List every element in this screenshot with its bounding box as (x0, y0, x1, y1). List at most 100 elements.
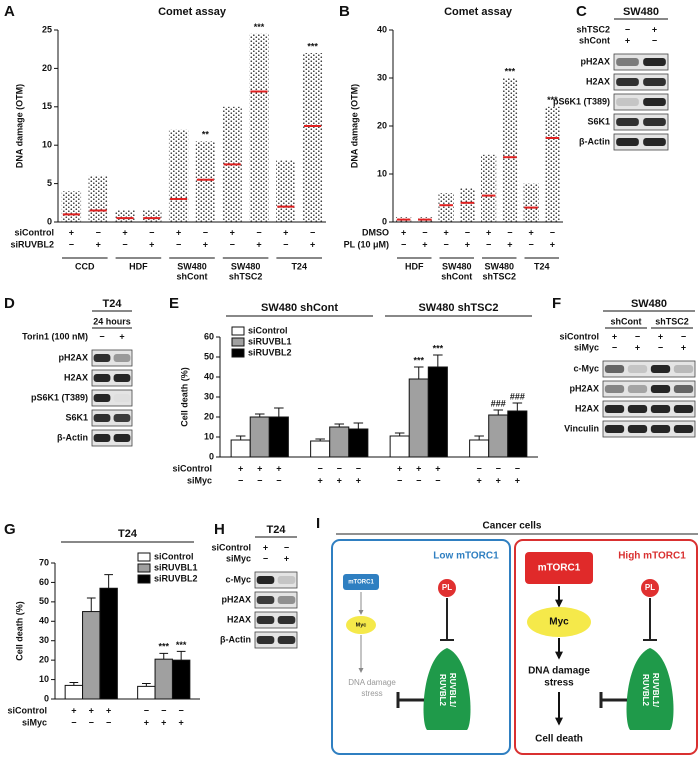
y-tick-label: 0 (47, 216, 52, 226)
band (277, 596, 296, 604)
condition-sign: − (230, 239, 235, 249)
y-tick-label: 5 (47, 178, 52, 188)
band (93, 434, 111, 442)
myc-node (527, 607, 591, 637)
condition-sign: − (486, 239, 491, 249)
box-title: High mTORC1 (618, 551, 686, 562)
condition-sign: + (443, 227, 448, 237)
bar (249, 416, 270, 458)
band (277, 576, 296, 584)
condition-sign: + (397, 463, 402, 473)
condition-sign: − (71, 717, 76, 727)
condition-sign: + (276, 463, 281, 473)
condition-sign: − (443, 239, 448, 249)
node-label: Myc (549, 617, 569, 628)
band (627, 385, 648, 393)
high-box (514, 539, 698, 755)
condition-sign: + (435, 463, 440, 473)
error-bar (315, 438, 325, 441)
bar (99, 587, 118, 700)
low-box (331, 539, 511, 755)
group-label: shCont (177, 271, 208, 281)
band-label: c-Myc (225, 574, 251, 584)
group-label: SW480 (442, 261, 472, 271)
condition-sign: + (106, 705, 111, 715)
condition-sign: + (515, 475, 520, 485)
y-tick-label: 40 (377, 24, 387, 34)
band-label: H2AX (586, 76, 610, 86)
band (93, 414, 111, 422)
condition-sign: − (658, 342, 663, 352)
y-tick-label: 0 (209, 451, 214, 461)
significance: *** (547, 95, 558, 105)
condition-sign: − (681, 331, 686, 341)
band (113, 374, 131, 382)
condition-sign: − (283, 239, 288, 249)
diagram: I Cancer cells Low mTORC1 mTORC1 Myc DNA… (316, 515, 698, 755)
band (643, 98, 666, 106)
bar (268, 416, 289, 458)
panel-letter: G (4, 521, 16, 538)
group-label: CCD (75, 261, 95, 271)
band-label: β-Actin (220, 634, 251, 644)
y-tick-label: 60 (39, 577, 49, 587)
condition-sign: + (401, 227, 406, 237)
band (643, 118, 666, 126)
mtorc1-node (525, 552, 593, 584)
condition-sign: + (203, 239, 208, 249)
condition-sign: − (496, 463, 501, 473)
point-spread (195, 141, 216, 222)
band (673, 425, 694, 433)
ruvbl-node (423, 648, 471, 730)
y-tick-label: 60 (204, 331, 214, 341)
condition-sign: − (652, 35, 657, 45)
condition-sign: − (257, 475, 262, 485)
condition-label: siControl (560, 331, 600, 341)
y-tick-label: 20 (204, 411, 214, 421)
bar (154, 658, 173, 700)
condition-sign: − (397, 475, 402, 485)
condition-sign: − (337, 463, 342, 473)
band (604, 385, 625, 393)
panel-letter: B (339, 3, 350, 20)
condition-sign: + (256, 239, 261, 249)
group-label: SW480 (231, 261, 261, 271)
condition-label: siMyc (187, 475, 212, 485)
condition-sign: + (625, 35, 630, 45)
band (604, 365, 625, 373)
band (616, 58, 639, 66)
inhibition (396, 692, 424, 708)
condition-label: siControl (15, 227, 55, 237)
y-tick-label: 25 (42, 24, 52, 34)
group-label: shCont (441, 271, 472, 281)
band (256, 576, 275, 584)
band-label: S6K1 (587, 116, 610, 126)
error-bar (104, 574, 113, 589)
group-label: HDF (129, 261, 148, 271)
node-label: Cell death (535, 734, 583, 745)
band (627, 405, 648, 413)
condition-label: PL (10 μM) (344, 239, 389, 249)
group-label: SW480 (484, 261, 514, 271)
condition-sign: + (89, 705, 94, 715)
y-tick-label: 20 (39, 655, 49, 665)
error-bar (394, 432, 405, 436)
y-axis-label: Cell death (%) (179, 367, 189, 427)
significance: *** (254, 22, 265, 32)
blot-strip (602, 420, 696, 438)
node-label: RUVBL1/ (448, 673, 457, 708)
significance: *** (413, 355, 424, 365)
condition-sign: − (356, 463, 361, 473)
inhibition (440, 598, 454, 641)
point-spread (480, 154, 497, 222)
condition-sign: − (625, 24, 630, 34)
condition-sign: − (465, 227, 470, 237)
band (277, 636, 296, 644)
condition-sign: + (318, 475, 323, 485)
point-spread (88, 175, 108, 222)
error-bar (512, 402, 523, 411)
y-tick-label: 10 (39, 674, 49, 684)
condition-label: siControl (8, 705, 48, 715)
condition-sign: − (276, 475, 281, 485)
band (643, 78, 666, 86)
